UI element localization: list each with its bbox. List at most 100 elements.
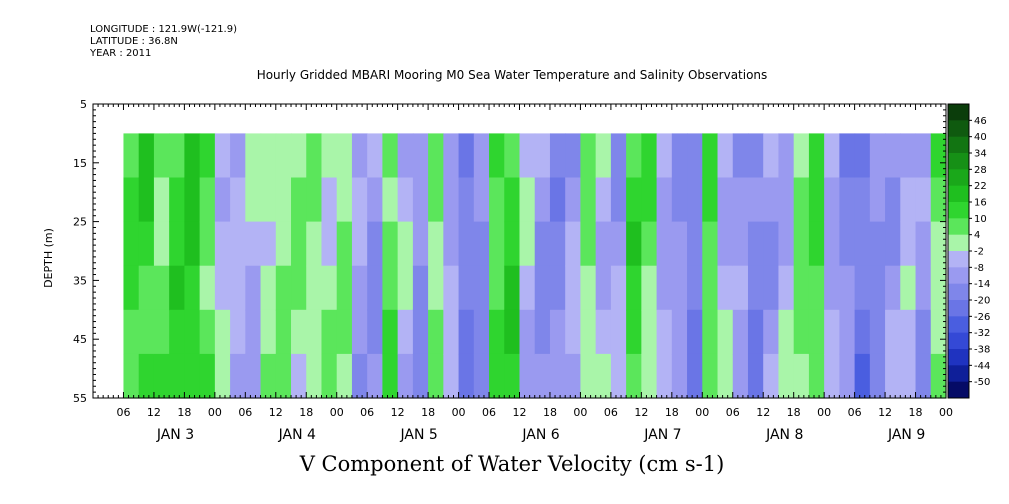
heat-cell xyxy=(458,265,475,311)
heat-cell xyxy=(489,221,505,267)
heat-cell xyxy=(626,309,642,355)
heat-cell xyxy=(854,133,871,179)
heat-cell xyxy=(778,133,795,179)
heat-cell xyxy=(702,221,719,267)
colorbar-segment xyxy=(948,218,969,236)
heat-cell xyxy=(351,221,368,267)
heat-cell xyxy=(245,353,262,399)
heat-cell xyxy=(138,177,155,223)
heat-cell xyxy=(534,309,551,355)
heat-cell xyxy=(382,221,399,267)
heat-cell xyxy=(915,221,932,267)
heat-cell xyxy=(793,309,810,355)
heat-cell xyxy=(763,177,780,223)
heat-cell xyxy=(900,309,917,355)
heat-cell xyxy=(671,133,688,179)
heat-cell xyxy=(230,353,246,399)
y-tick-label: 35 xyxy=(73,274,87,287)
heat-cell xyxy=(473,177,490,223)
heat-cell xyxy=(123,177,140,223)
heat-cell xyxy=(915,177,932,223)
heat-cell xyxy=(245,133,262,179)
heat-cell xyxy=(656,309,673,355)
heat-cell xyxy=(397,133,414,179)
heatmap-field xyxy=(123,133,947,399)
heat-cell xyxy=(336,221,353,267)
heat-cell xyxy=(397,177,414,223)
heat-cell xyxy=(306,309,323,355)
heat-cell xyxy=(763,133,780,179)
heat-cell xyxy=(321,265,338,311)
heat-cell xyxy=(169,309,185,355)
y-axis-label: DEPTH (m) xyxy=(42,228,55,288)
heat-cell xyxy=(245,309,262,355)
heat-cell xyxy=(549,265,566,311)
heat-cell xyxy=(336,353,353,399)
y-tick-label: 15 xyxy=(73,157,87,170)
heat-cell xyxy=(321,353,338,399)
heat-cell xyxy=(778,309,795,355)
heat-cell xyxy=(854,265,871,311)
heat-cell xyxy=(549,353,566,399)
x-hour-label: 12 xyxy=(756,406,770,419)
heat-cell xyxy=(534,177,551,223)
heat-cell xyxy=(397,309,414,355)
x-hour-label: 06 xyxy=(604,406,618,419)
heat-cell xyxy=(793,221,810,267)
heat-cell xyxy=(199,353,216,399)
heat-cell xyxy=(412,309,429,355)
heat-cell xyxy=(702,265,719,311)
heat-cell xyxy=(382,309,399,355)
heat-cell xyxy=(504,353,521,399)
heat-cell xyxy=(367,353,384,399)
heat-cell xyxy=(458,133,475,179)
heat-cell xyxy=(793,177,810,223)
heat-cell xyxy=(351,309,368,355)
x-hour-label: 12 xyxy=(878,406,892,419)
heat-cell xyxy=(199,177,216,223)
heat-cell xyxy=(367,177,384,223)
heat-cell xyxy=(504,265,521,311)
heat-cell xyxy=(443,309,460,355)
heat-cell xyxy=(169,265,185,311)
heat-cell xyxy=(626,177,642,223)
heat-cell xyxy=(534,133,551,179)
colorbar-label: 10 xyxy=(974,214,987,225)
heat-cell xyxy=(306,265,323,311)
heat-cell xyxy=(473,133,490,179)
heat-cell xyxy=(184,309,201,355)
heat-cell xyxy=(565,177,582,223)
heat-cell xyxy=(367,265,384,311)
heat-cell xyxy=(641,177,658,223)
colorbar-label: -8 xyxy=(974,263,984,274)
heat-cell xyxy=(732,265,749,311)
heat-cell xyxy=(412,221,429,267)
heat-cell xyxy=(641,309,658,355)
heat-cell xyxy=(671,177,688,223)
heat-cell xyxy=(915,133,932,179)
heat-cell xyxy=(275,309,292,355)
heat-cell xyxy=(443,265,460,311)
heat-cell xyxy=(763,309,780,355)
heat-cell xyxy=(367,133,384,179)
heat-cell xyxy=(428,177,444,223)
heat-cell xyxy=(900,221,917,267)
heat-cell xyxy=(428,265,444,311)
heat-cell xyxy=(473,265,490,311)
heat-cell xyxy=(747,177,764,223)
heat-cell xyxy=(747,353,764,399)
heat-cell xyxy=(824,309,840,355)
heat-cell xyxy=(885,309,901,355)
heat-cell xyxy=(260,133,277,179)
heat-cell xyxy=(306,177,323,223)
heat-cell xyxy=(641,353,658,399)
heat-cell xyxy=(565,265,582,311)
heat-cell xyxy=(671,353,688,399)
heat-cell xyxy=(260,265,277,311)
heat-cell xyxy=(184,177,201,223)
heat-cell xyxy=(732,133,749,179)
colorbar-segment xyxy=(948,234,969,252)
heat-cell xyxy=(336,309,353,355)
heat-cell xyxy=(138,221,155,267)
heat-cell xyxy=(428,353,444,399)
